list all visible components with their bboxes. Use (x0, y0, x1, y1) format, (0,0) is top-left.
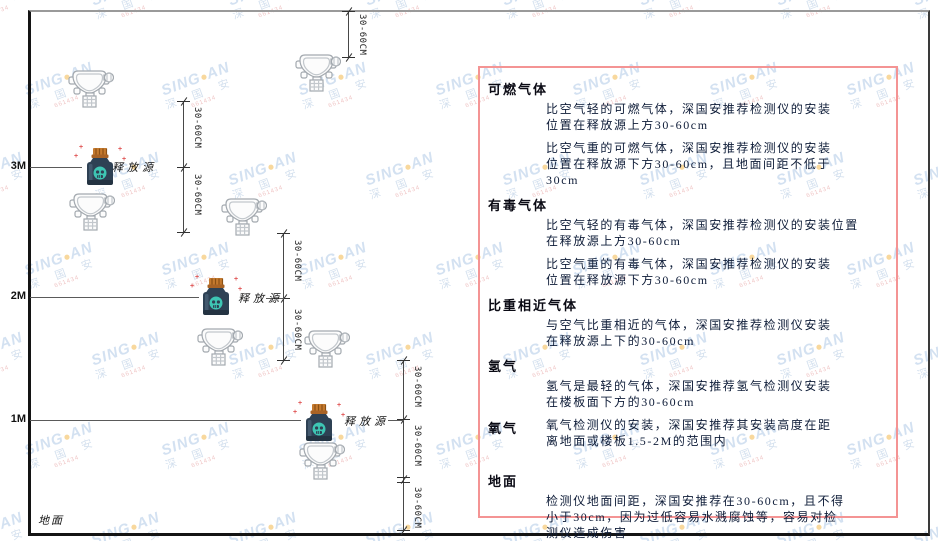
gas-detector-icon (68, 68, 115, 108)
text-line: 与空气比重相近的气体，深国安推荐检测仪安装 (546, 318, 832, 332)
text-line: 氧气检测仪的安装，深国安推荐其安装高度在距 (546, 418, 832, 432)
axis-label-3m: 3M (10, 160, 26, 172)
gas-detector-icon (295, 52, 342, 92)
section-heading: 地面 (488, 474, 519, 489)
section-heading: 比重相近气体 (488, 298, 579, 313)
release-source-label: 释放源 (112, 162, 157, 174)
sparkle-icon: + (79, 144, 84, 151)
label-connector-line (388, 420, 404, 421)
text-line: 比空气重的可燃气体，深国安推荐检测仪的安装 (546, 141, 832, 155)
text-line: 离地面或楼板1.5-2M的范围内 (546, 434, 728, 448)
release-source-label: 释放源 (238, 293, 283, 305)
section-heading: 氢气 (488, 359, 519, 374)
section-heading: 氧气 (488, 421, 519, 436)
section-paragraph: 比空气轻的有毒气体，深国安推荐检测仪的安装位置 在释放源上方30-60cm (546, 217, 886, 249)
gas-detector-icon (304, 328, 351, 368)
dimension-label: 30-60CM (412, 366, 422, 408)
axis-label-1m: 1M (10, 413, 26, 425)
sparkle-icon: + (234, 276, 239, 283)
gas-detector-icon (299, 440, 346, 480)
text-line: 在释放源上方30-60cm (546, 234, 682, 248)
chemical-bottle-icon (87, 148, 113, 185)
dimension-label: 30-60CM (292, 309, 302, 351)
room-outline (28, 10, 930, 536)
release-source-icon: + + + + (74, 144, 126, 186)
section-heading: 有毒气体 (488, 198, 549, 213)
sparkle-icon: + (238, 286, 243, 293)
section-paragraph: 比空气重的可燃气体，深国安推荐检测仪的安装 位置在释放源下方30-60cm，且地… (546, 140, 886, 188)
dimension-line (403, 360, 404, 532)
sparkle-icon: + (195, 274, 200, 281)
release-source-icon: + + + + (293, 400, 345, 442)
section-paragraph: 检测仪地面间距，深国安推荐在30-60cm，且不得 小于30cm，因为过低容易水… (546, 493, 886, 541)
info-panel: 可燃气体 比空气轻的可燃气体，深国安推荐检测仪的安装 位置在释放源上方30-60… (478, 66, 898, 540)
label-connector-line (266, 298, 284, 299)
sparkle-icon: + (341, 412, 346, 419)
section-similar-density: 比重相近气体 与空气比重相近的气体，深国安推荐检测仪安装 在释放源上下的30-6… (488, 295, 886, 349)
sparkle-icon: + (74, 153, 79, 160)
text-line: 小于30cm，因为过低容易水溅腐蚀等，容易对检 (546, 510, 838, 524)
level-line-3m (30, 167, 82, 168)
dimension-label: 30-60CM (192, 174, 202, 216)
text-line: 比空气重的有毒气体，深国安推荐检测仪的安装 (546, 257, 832, 271)
sparkle-icon: + (293, 409, 298, 416)
section-paragraph: 氢气是最轻的气体，深国安推荐氢气检测仪安装 在楼板面下方的30-60cm (546, 378, 886, 410)
sparkle-icon: + (118, 146, 123, 153)
section-toxic: 有毒气体 比空气轻的有毒气体，深国安推荐检测仪的安装位置 在释放源上方30-60… (488, 195, 886, 288)
axis-label-2m: 2M (10, 290, 26, 302)
dimension-line (348, 11, 349, 57)
sparkle-icon: + (337, 402, 342, 409)
section-hydrogen: 氢气 氢气是最轻的气体，深国安推荐氢气检测仪安装 在楼板面下方的30-60cm (488, 356, 886, 410)
section-paragraph: 比空气轻的可燃气体，深国安推荐检测仪的安装 位置在释放源上方30-60cm (546, 101, 886, 133)
text-line: 比空气轻的可燃气体，深国安推荐检测仪的安装 (546, 102, 832, 116)
section-oxygen: 氧气 氧气检测仪的安装，深国安推荐其安装高度在距 离地面或楼板1.5-2M的范围… (488, 417, 886, 456)
dimension-label: 30-60CM (412, 487, 422, 529)
chemical-bottle-icon (203, 278, 229, 315)
dimension-label: 30-60CM (292, 240, 302, 282)
dimension-label: 30-60CM (412, 425, 422, 467)
release-source-label: 释放源 (344, 416, 389, 428)
text-line: 比空气轻的有毒气体，深国安推荐检测仪的安装位置 (546, 218, 859, 232)
section-paragraph: 与空气比重相近的气体，深国安推荐检测仪安装 在释放源上下的30-60cm (546, 317, 886, 349)
section-combustible: 可燃气体 比空气轻的可燃气体，深国安推荐检测仪的安装 位置在释放源上方30-60… (488, 79, 886, 188)
section-paragraph: 比空气重的有毒气体，深国安推荐检测仪的安装 位置在释放源下方30-60cm (546, 256, 886, 288)
chemical-bottle-icon (306, 404, 332, 441)
text-line: 在释放源上下的30-60cm (546, 334, 696, 348)
text-line: 位置在释放源下方30-60cm，且地面间距不低于 (546, 157, 832, 171)
level-line-1m (30, 420, 301, 421)
section-heading: 可燃气体 (488, 82, 549, 97)
text-line: 30cm (546, 173, 580, 187)
dimension-tick (397, 482, 410, 483)
section-paragraph: 氧气检测仪的安装，深国安推荐其安装高度在距 离地面或楼板1.5-2M的范围内 (546, 417, 832, 449)
level-line-2m (30, 297, 199, 298)
text-line: 测仪造成伤害 (546, 526, 628, 540)
text-line: 位置在释放源下方30-60cm (546, 273, 709, 287)
gas-detector-icon (221, 196, 268, 236)
dimension-label: 30-60CM (192, 107, 202, 149)
ground-label: 地面 (38, 515, 64, 527)
text-line: 在楼板面下方的30-60cm (546, 395, 696, 409)
section-ground: 地面 检测仪地面间距，深国安推荐在30-60cm，且不得 小于30cm，因为过低… (488, 471, 886, 541)
release-source-icon: + + + + (190, 274, 242, 316)
gas-detector-icon (197, 326, 244, 366)
text-line: 检测仪地面间距，深国安推荐在30-60cm，且不得 (546, 494, 845, 508)
gas-detector-icon (69, 191, 116, 231)
sparkle-icon: + (190, 283, 195, 290)
sparkle-icon: + (122, 156, 127, 163)
text-line: 氢气是最轻的气体，深国安推荐氢气检测仪安装 (546, 379, 832, 393)
dimension-label: 30-60CM (357, 14, 367, 56)
sparkle-icon: + (298, 400, 303, 407)
text-line: 位置在释放源上方30-60cm (546, 118, 709, 132)
